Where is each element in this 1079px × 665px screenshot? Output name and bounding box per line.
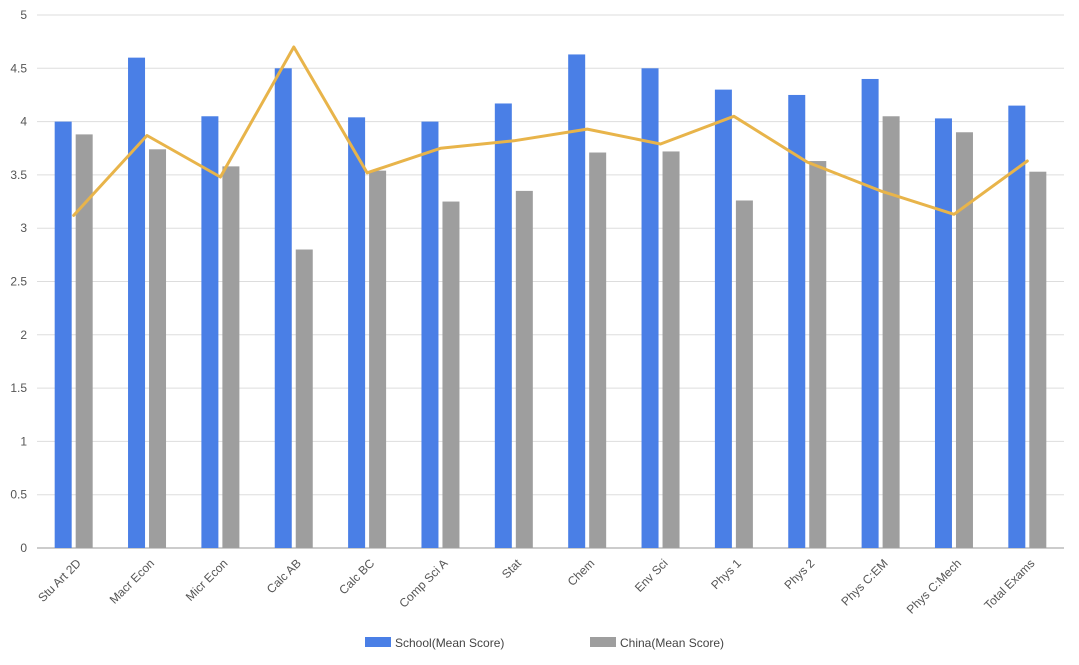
bar-china: [589, 153, 606, 548]
bar-school: [421, 122, 438, 548]
x-tick-label: Calc BC: [336, 556, 377, 597]
legend-swatch: [590, 637, 616, 647]
x-tick-label: Stat: [499, 556, 524, 581]
y-tick-label: 1: [20, 434, 27, 448]
x-tick-label: Phys C:Mech: [904, 556, 964, 616]
bar-school: [935, 118, 952, 548]
y-tick-label: 0.5: [10, 488, 27, 502]
y-tick-label: 4: [20, 115, 27, 129]
x-tick-label: Macr Econ: [107, 556, 157, 606]
bars: [55, 54, 1047, 548]
legend-swatch: [365, 637, 391, 647]
x-tick-label: Phys 1: [708, 556, 744, 592]
bar-china: [883, 116, 900, 548]
bar-china: [663, 151, 680, 548]
legend-label: China(Mean Score): [620, 636, 724, 650]
bar-china: [222, 166, 239, 548]
legend: School(Mean Score) China(Mean Score): [365, 636, 724, 650]
bar-school: [348, 117, 365, 548]
bar-school: [275, 68, 292, 548]
bar-school: [862, 79, 879, 548]
legend-item-china: China(Mean Score): [590, 636, 724, 650]
y-tick-label: 4.5: [10, 61, 27, 75]
x-tick-label: Env Sci: [632, 556, 671, 595]
bar-china: [516, 191, 533, 548]
y-tick-label: 0: [20, 541, 27, 555]
bar-china: [442, 202, 459, 548]
bar-school: [201, 116, 218, 548]
y-tick-label: 2: [20, 328, 27, 342]
y-tick-label: 3: [20, 221, 27, 235]
bar-school: [128, 58, 145, 548]
bar-china: [369, 171, 386, 548]
bar-china: [956, 132, 973, 548]
bar-school: [495, 103, 512, 548]
x-tick-label: Comp Sci A: [396, 556, 450, 610]
y-tick-label: 5: [20, 8, 27, 22]
bar-school: [55, 122, 72, 548]
bar-china: [149, 149, 166, 548]
y-tick-label: 2.5: [10, 275, 27, 289]
bar-china: [809, 161, 826, 548]
bar-china: [1029, 172, 1046, 548]
y-tick-label: 3.5: [10, 168, 27, 182]
y-axis-tick-labels: 0 0.5 1 1.5 2 2.5 3 3.5 4 4.5 5: [10, 8, 27, 555]
x-tick-label: Phys 2: [782, 556, 818, 592]
legend-label: School(Mean Score): [395, 636, 504, 650]
bar-school: [788, 95, 805, 548]
x-tick-label: Stu Art 2D: [35, 556, 84, 605]
x-tick-label: Phys C:EM: [838, 556, 890, 608]
x-tick-label: Chem: [565, 556, 598, 589]
grid-lines: [37, 15, 1064, 548]
x-tick-label: Total Exams: [981, 556, 1037, 612]
x-tick-label: Calc AB: [264, 556, 304, 596]
y-tick-label: 1.5: [10, 381, 27, 395]
bar-china: [296, 250, 313, 548]
bar-china: [736, 200, 753, 548]
x-tick-label: Micr Econ: [183, 556, 231, 604]
x-axis-tick-labels: Stu Art 2D Macr Econ Micr Econ Calc AB Calc …: [35, 556, 1037, 617]
legend-item-school: School(Mean Score): [365, 636, 504, 650]
bar-school: [715, 90, 732, 548]
